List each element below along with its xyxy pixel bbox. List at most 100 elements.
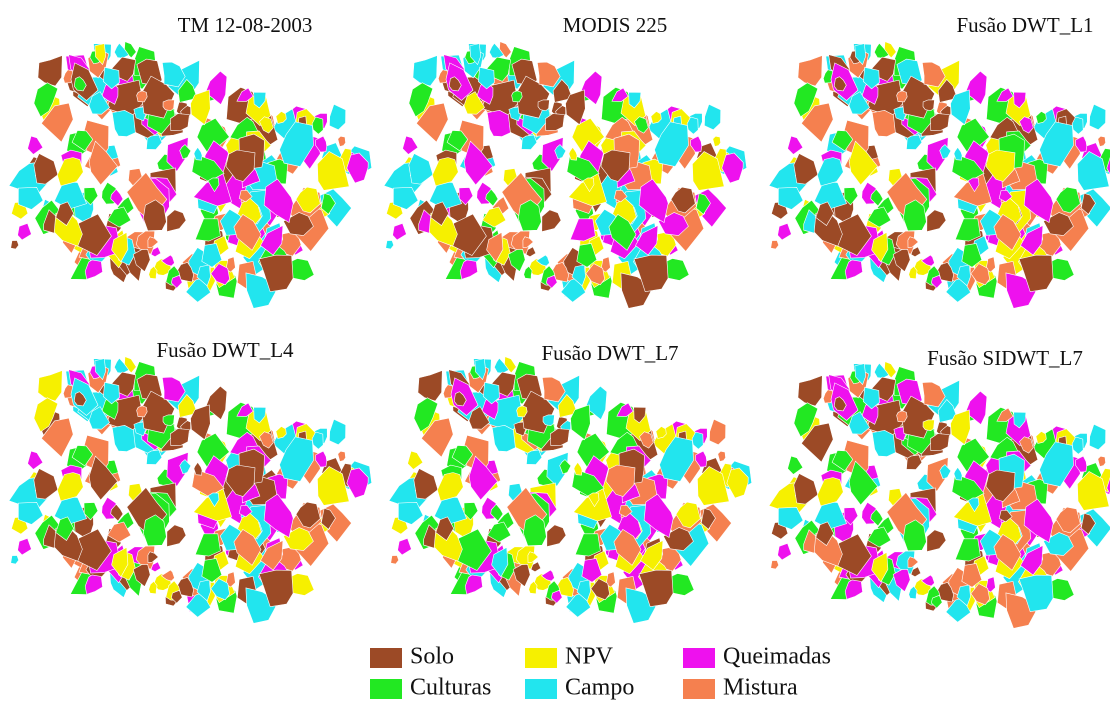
page: TM 12-08-2003 MODIS 225 Fusão DWT_L1 Fusão … <box>0 0 1110 702</box>
map-patch <box>704 104 720 130</box>
legend-label: NPV <box>565 644 614 670</box>
map-patch <box>148 552 159 563</box>
map-panel <box>769 362 1110 629</box>
map-patch <box>547 525 566 547</box>
legend-swatch <box>683 648 715 668</box>
map-patch <box>1098 136 1106 146</box>
map-patch <box>437 473 463 501</box>
map-patch <box>338 136 346 146</box>
map-patch <box>167 525 186 547</box>
map-patch <box>908 557 919 568</box>
map-patch <box>955 539 980 561</box>
panel-title: Fusão DWT_L1 <box>956 13 1093 37</box>
map-patch <box>409 154 433 185</box>
map-patch <box>927 210 946 232</box>
map-patch <box>709 419 725 445</box>
legend-label: Mistura <box>723 675 798 701</box>
map-patch <box>429 182 461 210</box>
map-patch <box>11 555 19 564</box>
panel-title: Fusão DWT_L4 <box>156 338 294 362</box>
map-patch <box>908 237 919 248</box>
map-panel <box>9 42 372 309</box>
map-patch <box>195 219 220 241</box>
map-panel <box>769 42 1110 309</box>
map-patch <box>432 158 458 186</box>
map-patch <box>814 502 846 530</box>
map-patch <box>872 110 895 136</box>
map-panel <box>384 42 747 309</box>
map-patch <box>538 100 550 111</box>
map-patch <box>778 543 792 560</box>
panel-title: TM 12-08-2003 <box>178 13 313 37</box>
map-patch <box>57 473 83 501</box>
map-patch <box>329 104 345 130</box>
map-patch <box>523 237 534 248</box>
legend-swatch <box>683 679 715 699</box>
map-panel <box>389 357 752 624</box>
map-patch <box>57 158 83 186</box>
map-patch <box>713 136 721 146</box>
map-panel <box>9 357 372 624</box>
map-patch <box>817 158 843 186</box>
map-patch <box>11 240 19 249</box>
map-patch <box>771 240 779 249</box>
map-patch <box>718 451 726 461</box>
figure: TM 12-08-2003 MODIS 225 Fusão DWT_L1 Fusão … <box>0 0 1110 702</box>
map-patch <box>798 376 822 407</box>
map-patch <box>1089 424 1105 450</box>
map-patch <box>543 415 555 426</box>
map-patch <box>54 497 86 525</box>
map-patch <box>570 219 595 241</box>
map-patch <box>906 135 922 150</box>
map-patch <box>18 223 32 240</box>
map-patch <box>817 478 843 506</box>
map-patch <box>872 430 895 456</box>
legend-label: Queimadas <box>723 644 831 670</box>
map-patch <box>794 474 818 505</box>
map-patch <box>167 210 186 232</box>
map-patch <box>146 450 162 465</box>
map-patch <box>788 136 803 154</box>
map-patch <box>814 182 846 210</box>
map-patch <box>391 555 399 564</box>
map-patch <box>528 552 539 563</box>
map-patch <box>788 456 803 474</box>
map-patch <box>148 237 159 248</box>
legend-swatch <box>370 648 402 668</box>
map-patch <box>923 100 935 111</box>
map-patch <box>434 497 466 525</box>
map-patch <box>794 154 818 185</box>
map-patch <box>575 534 600 556</box>
map-patch <box>398 538 412 555</box>
map-patch <box>526 450 542 465</box>
map-patch <box>34 154 58 185</box>
map-patch <box>1089 104 1105 130</box>
map-patch <box>487 110 510 136</box>
map-patch <box>408 451 423 469</box>
map-patch <box>338 451 346 461</box>
map-patch <box>492 425 515 451</box>
map-patch <box>28 136 43 154</box>
map-patch <box>413 56 437 87</box>
map-patch <box>955 219 980 241</box>
map-patch <box>163 415 175 426</box>
panel-title: MODIS 225 <box>563 13 667 37</box>
map-patch <box>28 451 43 469</box>
legend-label: Campo <box>565 675 634 701</box>
panel-title: Fusão DWT_L7 <box>541 341 678 365</box>
map-patch <box>798 56 822 87</box>
map-patch <box>329 419 345 445</box>
map-patch <box>923 420 935 431</box>
legend-swatch <box>525 679 557 699</box>
map-patch <box>906 455 922 470</box>
map-patch <box>542 210 561 232</box>
map-patch <box>18 538 32 555</box>
map-patch <box>403 136 418 154</box>
map-patch <box>418 371 442 402</box>
map-patch <box>34 469 58 500</box>
legend-label: Culturas <box>410 675 491 701</box>
map-patch <box>778 223 792 240</box>
map-patch <box>771 560 779 569</box>
map-patch <box>38 371 62 402</box>
panel-title: Fusão SIDWT_L7 <box>927 346 1083 370</box>
